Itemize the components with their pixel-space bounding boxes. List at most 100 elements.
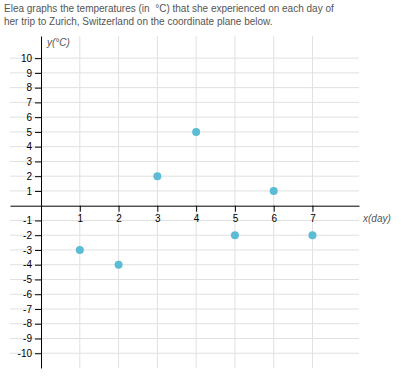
y-tick-mark bbox=[35, 147, 41, 148]
point bbox=[153, 172, 161, 180]
y-tick-label: -7 bbox=[23, 304, 32, 315]
points bbox=[76, 128, 317, 269]
x-tick-label: 1 bbox=[78, 213, 84, 224]
grid-line-y bbox=[10, 161, 359, 162]
grid-line-y bbox=[10, 308, 359, 309]
y-tick-label: -5 bbox=[23, 274, 32, 285]
y-tick-label: -4 bbox=[23, 259, 32, 270]
y-tick: -3 bbox=[23, 245, 41, 256]
y-tick-mark bbox=[35, 117, 41, 118]
grid-line-y bbox=[10, 131, 359, 132]
y-tick-label: 6 bbox=[26, 112, 32, 123]
x-tick-mark bbox=[157, 206, 158, 212]
grid-line-x bbox=[79, 36, 80, 368]
y-tick: -4 bbox=[23, 259, 41, 270]
y-tick: -1 bbox=[23, 215, 41, 226]
x-axis-line bbox=[11, 206, 360, 207]
y-tick: 8 bbox=[26, 82, 41, 93]
x-tick: 2 bbox=[116, 206, 122, 224]
y-tick-mark bbox=[35, 294, 41, 295]
grid-line-y bbox=[10, 146, 359, 147]
y-tick-mark bbox=[35, 235, 41, 236]
y-tick-label: 7 bbox=[26, 97, 32, 108]
y-tick-label: -3 bbox=[23, 245, 32, 256]
y-tick-mark bbox=[35, 279, 41, 280]
y-tick: 5 bbox=[26, 127, 41, 138]
point bbox=[231, 231, 239, 239]
point bbox=[115, 261, 123, 269]
x-tick-label: 3 bbox=[155, 213, 161, 224]
grid-line-y bbox=[10, 102, 359, 103]
y-tick: 2 bbox=[26, 171, 41, 182]
grid-line-y bbox=[10, 294, 359, 295]
x-tick: 4 bbox=[194, 206, 200, 224]
x-tick-label: 6 bbox=[271, 213, 277, 224]
y-tick-label: 4 bbox=[26, 141, 32, 152]
y-tick-mark bbox=[35, 309, 41, 310]
grid-line-y bbox=[10, 235, 359, 236]
y-axis-label: y(°C) bbox=[46, 37, 70, 48]
y-tick: 6 bbox=[26, 112, 41, 123]
subtitle: her trip to Zurich, Switzerland on the c… bbox=[4, 16, 273, 27]
y-tick-mark bbox=[35, 73, 41, 74]
y-tick-label: 5 bbox=[26, 127, 32, 138]
grid-line-y bbox=[10, 249, 359, 250]
y-tick-mark bbox=[35, 88, 41, 89]
point bbox=[308, 231, 316, 239]
grid-line-y bbox=[10, 338, 359, 339]
grid-line-y bbox=[10, 117, 359, 118]
x-axis-label: x(day) bbox=[362, 213, 391, 224]
x-tick-mark bbox=[274, 206, 275, 212]
grid-line-x bbox=[157, 36, 158, 368]
y-tick: -2 bbox=[23, 230, 41, 241]
x-axis: 1 2 3 4 5 6 7 bbox=[11, 206, 360, 224]
y-tick-mark bbox=[35, 161, 41, 162]
y-tick-mark bbox=[35, 191, 41, 192]
y-tick-mark bbox=[35, 353, 41, 354]
y-tick: -10 bbox=[18, 348, 41, 359]
x-tick-label: 7 bbox=[310, 213, 316, 224]
y-tick-mark bbox=[35, 265, 41, 266]
y-tick-label: 8 bbox=[26, 82, 32, 93]
x-tick-mark bbox=[119, 206, 120, 212]
grid-line-x bbox=[273, 36, 274, 368]
grid-line-y bbox=[10, 58, 359, 59]
x-tick: 5 bbox=[233, 206, 239, 224]
point bbox=[192, 128, 200, 136]
y-tick-label: 10 bbox=[21, 53, 33, 64]
x-tick: 3 bbox=[155, 206, 161, 224]
y-tick-label: 3 bbox=[26, 156, 32, 167]
y-tick: 3 bbox=[26, 156, 41, 167]
y-tick: 10 bbox=[21, 53, 41, 64]
y-tick-mark bbox=[35, 250, 41, 251]
grid-line-y bbox=[10, 264, 359, 265]
y-axis: -10-9-8-7-6-5-4-3-2-112345678910 bbox=[18, 37, 42, 369]
grid-line-x bbox=[118, 36, 119, 368]
title: Elea graphs the temperatures (in °C) tha… bbox=[4, 3, 334, 14]
y-tick-mark bbox=[35, 102, 41, 103]
y-tick-mark bbox=[35, 176, 41, 177]
grid-line-y bbox=[10, 190, 359, 191]
y-tick: -9 bbox=[23, 333, 41, 344]
y-tick-label: -8 bbox=[23, 318, 32, 329]
y-tick-label: 9 bbox=[26, 68, 32, 79]
y-tick: 4 bbox=[26, 141, 41, 152]
grid-line-y bbox=[10, 220, 359, 221]
grid-line-y bbox=[10, 176, 359, 177]
grid-line-x bbox=[196, 36, 197, 368]
grid bbox=[10, 36, 359, 368]
title-group: Elea graphs the temperatures (in °C) tha… bbox=[4, 3, 334, 27]
y-tick: -6 bbox=[23, 289, 41, 300]
y-tick-mark bbox=[35, 58, 41, 59]
point bbox=[270, 187, 278, 195]
x-tick-mark bbox=[235, 206, 236, 212]
y-tick: -5 bbox=[23, 274, 41, 285]
y-tick: -8 bbox=[23, 318, 41, 329]
y-tick-mark bbox=[35, 338, 41, 339]
x-tick-mark bbox=[196, 206, 197, 212]
y-tick-label: 2 bbox=[26, 171, 32, 182]
y-tick-mark bbox=[35, 132, 41, 133]
x-tick-label: 5 bbox=[233, 213, 239, 224]
x-tick: 7 bbox=[310, 206, 316, 224]
x-tick-mark bbox=[312, 206, 313, 212]
